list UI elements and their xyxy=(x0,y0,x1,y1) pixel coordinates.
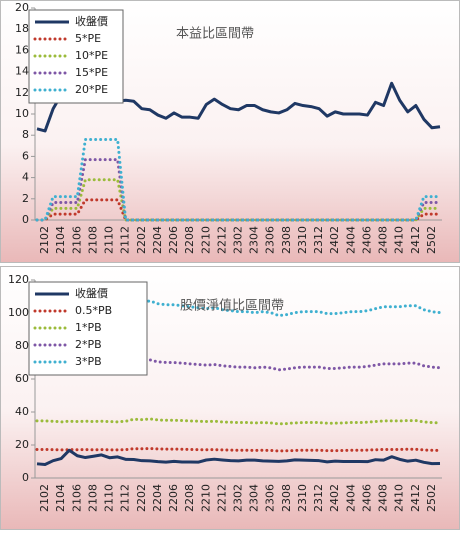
x-tick-label: 2410 xyxy=(393,226,406,254)
chart-title: 本益比區間帶 xyxy=(176,27,254,42)
y-tick-label: 6 xyxy=(22,149,29,162)
x-tick-label: 2502 xyxy=(425,226,438,254)
x-tick-label: 2206 xyxy=(167,226,180,254)
y-tick-label: 100 xyxy=(8,306,29,319)
x-tick-label: 2104 xyxy=(54,226,67,254)
x-tick-label: 2312 xyxy=(312,226,325,254)
x-tick-label: 2310 xyxy=(296,484,309,512)
x-tick-label: 2312 xyxy=(312,484,325,512)
x-tick-label: 2204 xyxy=(151,226,164,254)
x-tick-label: 2412 xyxy=(409,484,422,512)
x-tick-label: 2108 xyxy=(86,484,99,512)
legend-label: 收盤價 xyxy=(75,286,108,300)
legend-label: 5*PE xyxy=(75,32,101,45)
x-tick-label: 2308 xyxy=(280,226,293,254)
series-line xyxy=(35,446,442,453)
y-tick-label: 60 xyxy=(15,372,29,385)
y-tick-label: 0 xyxy=(22,213,29,226)
series-line xyxy=(35,358,442,372)
x-tick-label: 2108 xyxy=(86,226,99,254)
x-tick-label: 2402 xyxy=(328,484,341,512)
x-tick-label: 2302 xyxy=(232,226,245,254)
x-tick-label: 2308 xyxy=(280,484,293,512)
x-tick-label: 2408 xyxy=(377,226,390,254)
chart-title: 股價淨值比區間帶 xyxy=(180,298,284,314)
y-tick-label: 120 xyxy=(8,273,29,286)
x-tick-label: 2206 xyxy=(167,484,180,512)
y-tick-label: 2 xyxy=(22,192,29,205)
y-tick-label: 12 xyxy=(15,86,29,99)
x-tick-label: 2212 xyxy=(215,484,228,512)
legend-label: 0.5*PB xyxy=(75,304,112,317)
x-tick-label: 2304 xyxy=(248,484,261,512)
x-tick-label: 2306 xyxy=(264,484,277,512)
x-tick-label: 2204 xyxy=(151,484,164,512)
x-tick-label: 2202 xyxy=(135,484,148,512)
y-tick-label: 8 xyxy=(22,128,29,141)
y-tick-label: 16 xyxy=(15,43,29,56)
series-line xyxy=(35,178,442,222)
x-tick-label: 2406 xyxy=(360,484,373,512)
x-tick-label: 2106 xyxy=(70,226,83,254)
legend-label: 15*PE xyxy=(75,66,108,79)
legend-box xyxy=(28,281,148,376)
x-tick-label: 2304 xyxy=(248,226,261,254)
y-tick-label: 4 xyxy=(22,171,29,184)
x-tick-label: 2112 xyxy=(119,226,132,254)
legend-label: 10*PE xyxy=(75,49,108,62)
x-tick-label: 2310 xyxy=(296,226,309,254)
x-tick-label: 2106 xyxy=(70,484,83,512)
y-tick-label: 20 xyxy=(15,438,29,451)
x-tick-label: 2208 xyxy=(183,484,196,512)
x-tick-label: 2110 xyxy=(103,226,116,254)
x-tick-label: 2202 xyxy=(135,226,148,254)
x-tick-label: 2102 xyxy=(38,484,51,512)
x-tick-label: 2408 xyxy=(377,484,390,512)
x-tick-label: 2404 xyxy=(344,226,357,254)
legend-label: 3*PB xyxy=(75,355,102,368)
x-tick-label: 2210 xyxy=(199,226,212,254)
x-tick-label: 2404 xyxy=(344,484,357,512)
series-line xyxy=(35,137,442,222)
y-tick-label: 10 xyxy=(15,107,29,120)
x-tick-label: 2306 xyxy=(264,226,277,254)
y-tick-label: 80 xyxy=(15,339,29,352)
x-tick-label: 2410 xyxy=(393,484,406,512)
series-line xyxy=(36,448,441,466)
x-tick-label: 2110 xyxy=(103,484,116,512)
legend-label: 收盤價 xyxy=(75,14,108,28)
x-tick-label: 2208 xyxy=(183,226,196,254)
x-tick-label: 2412 xyxy=(409,226,422,254)
legend-label: 2*PB xyxy=(75,338,102,351)
x-tick-label: 2502 xyxy=(425,484,438,512)
x-tick-label: 2210 xyxy=(199,484,212,512)
x-tick-label: 2302 xyxy=(232,484,245,512)
x-tick-label: 2104 xyxy=(54,484,67,512)
y-tick-label: 14 xyxy=(15,65,29,78)
x-tick-label: 2406 xyxy=(360,226,373,254)
x-tick-label: 2212 xyxy=(215,226,228,254)
x-tick-label: 2402 xyxy=(328,226,341,254)
series-line xyxy=(35,299,442,318)
x-tick-label: 2102 xyxy=(38,226,51,254)
legend-label: 1*PB xyxy=(75,321,102,334)
x-tick-label: 2112 xyxy=(119,484,132,512)
legend-label: 20*PE xyxy=(75,83,108,96)
y-tick-label: 0 xyxy=(22,471,29,484)
y-tick-label: 20 xyxy=(15,1,29,14)
y-tick-label: 18 xyxy=(15,22,29,35)
y-tick-label: 40 xyxy=(15,405,29,418)
